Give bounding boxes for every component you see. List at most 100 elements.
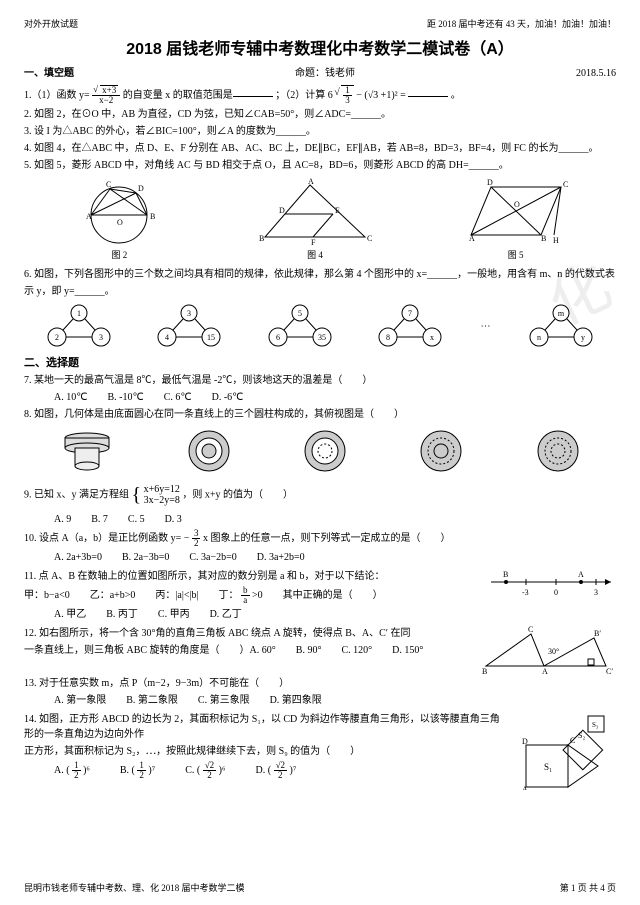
blank <box>233 87 273 97</box>
q10-options: A. 2a+3b=0 B. 2a−3b=0 C. 3a−2b=0 D. 3a+2… <box>54 550 616 565</box>
seq-item: 5635 <box>260 303 340 351</box>
q1-root: 13 <box>341 85 354 105</box>
q14-options: A. ( 12 )⁶ B. ( 12 )⁷ C. ( √22 )⁶ D. ( √… <box>54 761 508 780</box>
header-left: 对外开放试题 <box>24 18 78 32</box>
seq-item: m n y <box>521 303 601 351</box>
figure-row-1: AB CD O 图 2 AB CD EF 图 4 AB CD OH 图 5 <box>24 177 616 263</box>
svg-text:E: E <box>335 206 340 215</box>
q9-eq1: x+6y=12 <box>144 484 180 495</box>
question-11a: 11. 点 A、B 在数轴上的位置如图所示，其对应的数分别是 a 和 b，对于以… <box>24 569 478 584</box>
q9-post: ，则 x+y 的值为（ ） <box>182 489 293 500</box>
q10-frac: 32 <box>192 529 201 548</box>
question-6a: 6. 如图，下列各图形中的三个数之间均具有相同的规律，依此规律，那么第 4 个图… <box>24 267 616 282</box>
svg-text:B: B <box>541 234 546 243</box>
q7-opt-c: C. 6℃ <box>164 390 192 405</box>
figure-4: AB CD EF 图 4 <box>255 177 375 263</box>
svg-text:S₃: S₃ <box>592 721 599 729</box>
q1-fraction: x+3 x−2 <box>92 85 120 105</box>
number-line: B A -3 0 3 <box>486 567 616 601</box>
svg-text:D: D <box>522 737 528 746</box>
q1-end: 。 <box>451 89 461 100</box>
svg-text:C′: C′ <box>606 667 613 674</box>
q9-opt-d: D. 3 <box>165 512 182 527</box>
q14-opt-a: A. ( 12 )⁶ <box>54 761 90 780</box>
q9-opt-a: A. 9 <box>54 512 71 527</box>
svg-text:y: y <box>581 333 585 342</box>
svg-text:x: x <box>430 333 434 342</box>
svg-text:F: F <box>311 238 316 247</box>
svg-text:O: O <box>514 200 520 209</box>
q9-opt-c: C. 5 <box>128 512 145 527</box>
q13-opt-a: A. 第一象限 <box>54 693 106 708</box>
question-8: 8. 如图，几何体是由底面圆心在同一条直线上的三个圆柱构成的，其俯视图是（ ） <box>24 407 616 422</box>
fig2-label: 图 2 <box>64 249 174 263</box>
question-6b: 示 y，即 y=______。 <box>24 284 616 299</box>
svg-text:3: 3 <box>99 333 103 342</box>
svg-text:D: D <box>138 184 144 193</box>
q1-mid: 的自变量 x 的取值范围是 <box>123 89 233 100</box>
q14-figure: S₁ S₂ S₃ AB CD <box>516 710 616 790</box>
svg-text:D: D <box>279 206 285 215</box>
q12-figure: BA CC′ B′30° <box>476 624 616 674</box>
q11b-text: 甲：b−a<0 乙：a+b>0 丙：|a|<|b| 丁： <box>24 590 239 601</box>
q11-opt-b: B. 丙丁 <box>106 607 138 622</box>
q14-opt-c: C. ( √22 )⁶ <box>185 761 225 780</box>
svg-text:A: A <box>469 234 475 243</box>
question-1: 1.（1）函数 y= x+3 x−2 的自变量 x 的取值范围是 ；（2）计算 … <box>24 85 616 106</box>
svg-text:A: A <box>578 570 584 579</box>
q1-pre: 1.（1）函数 y= <box>24 89 92 100</box>
svg-text:n: n <box>537 333 541 342</box>
question-9: 9. 已知 x、y 满足方程组 { x+6y=12 3x−2y=8 ，则 x+y… <box>24 480 616 510</box>
svg-text:2: 2 <box>55 333 59 342</box>
q11-options: A. 甲乙 B. 丙丁 C. 甲丙 D. 乙丁 <box>54 607 478 622</box>
svg-text:A: A <box>542 667 548 674</box>
svg-text:A: A <box>308 177 314 186</box>
page-title: 2018 届钱老师专辅中考数理化中考数学二模试卷（A） <box>24 38 616 62</box>
question-3: 3. 设 I 为△ABC 的外心，若∠BIC=100°，则∠A 的度数为____… <box>24 124 616 139</box>
q8-solid <box>57 426 117 476</box>
meta-row: 一、填空题 命题：钱老师 2018.5.16 <box>24 66 616 81</box>
footer: 昆明市钱老师专辅中考数、理、化 2018 届中考数学二模 第 1 页 共 4 页 <box>24 882 616 896</box>
question-12-row: 12. 如右图所示，将一个含 30°角的直角三角板 ABC 绕点 A 旋转，使得… <box>24 624 616 674</box>
question-10: 10. 设点 A（a，b）是正比例函数 y= − 32 x 图象上的任意一点，则… <box>24 529 616 548</box>
blank <box>408 87 448 97</box>
svg-text:4: 4 <box>165 333 169 342</box>
svg-text:C: C <box>106 180 111 189</box>
q11c-text: >0 其中正确的是（ ） <box>252 590 383 601</box>
q7-opt-a: A. 10℃ <box>54 390 87 405</box>
svg-text:B: B <box>259 234 264 243</box>
date: 2018.5.16 <box>576 66 616 81</box>
svg-text:O: O <box>117 218 123 227</box>
seq-item: 78x <box>370 303 450 351</box>
svg-text:H: H <box>553 236 559 245</box>
q7-options: A. 10℃ B. -10℃ C. 6℃ D. -6℃ <box>54 390 616 405</box>
question-12b: 一条直线上，则三角板 ABC 旋转的角度是（ ）A. 60° B. 90° C.… <box>24 643 468 658</box>
svg-text:8: 8 <box>386 333 390 342</box>
svg-text:A: A <box>522 785 528 790</box>
svg-text:-3: -3 <box>522 588 529 597</box>
sequence-row: 1233415563578x⋯mny <box>24 303 616 351</box>
q11-opt-c: C. 甲丙 <box>158 607 190 622</box>
q8-opt-a <box>184 426 234 476</box>
svg-text:5: 5 <box>298 309 302 318</box>
q9-options: A. 9 B. 7 C. 5 D. 3 <box>54 512 616 527</box>
q8-opt-b <box>300 426 350 476</box>
q8-opt-d <box>533 426 583 476</box>
q11-opt-d: D. 乙丁 <box>210 607 242 622</box>
question-13: 13. 对于任意实数 m，点 P（m−2，9−3m）不可能在（ ） <box>24 676 616 691</box>
svg-text:B: B <box>482 667 487 674</box>
q11-opt-a: A. 甲乙 <box>54 607 86 622</box>
svg-text:B: B <box>150 212 155 221</box>
page-content: 对外开放试题 距 2018 届中考还有 43 天，加油！加油！加油！ 2018 … <box>24 18 616 790</box>
q11-frac: ba <box>241 586 250 605</box>
svg-text:m: m <box>558 309 565 318</box>
svg-text:0: 0 <box>554 588 558 597</box>
footer-right: 第 1 页 共 4 页 <box>560 882 616 896</box>
svg-text:B: B <box>568 789 573 790</box>
header-row: 对外开放试题 距 2018 届中考还有 43 天，加油！加油！加油！ <box>24 18 616 32</box>
q10-opt-d: D. 3a+2b=0 <box>257 550 305 565</box>
svg-text:B′: B′ <box>594 629 601 638</box>
q13-opt-b: B. 第二象限 <box>126 693 178 708</box>
q13-options: A. 第一象限 B. 第二象限 C. 第三象限 D. 第四象限 <box>54 693 616 708</box>
q10-opt-c: C. 3a−2b=0 <box>189 550 236 565</box>
